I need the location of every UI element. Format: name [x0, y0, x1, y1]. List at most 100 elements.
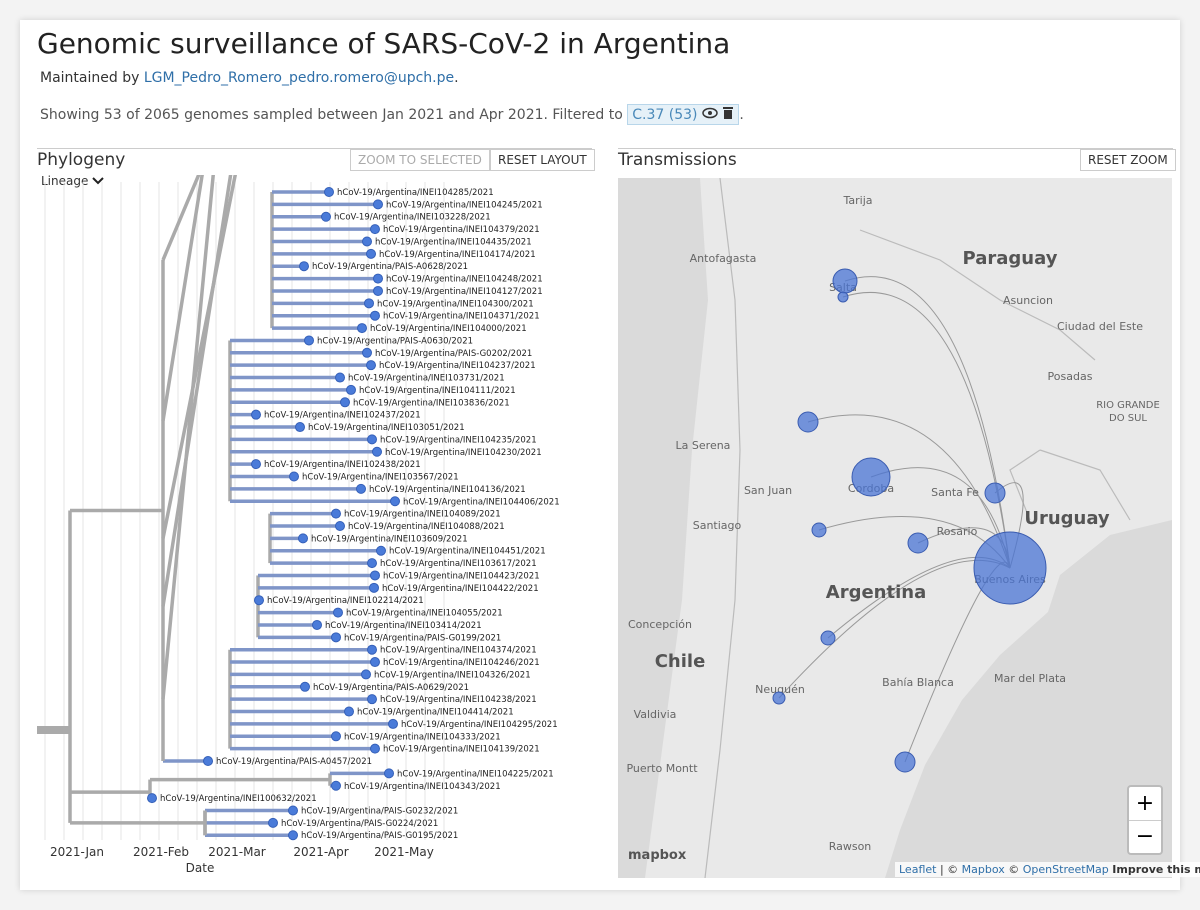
tip — [372, 446, 382, 457]
tip — [295, 422, 305, 433]
chevron — [92, 177, 104, 185]
tip — [390, 496, 400, 507]
improve-link[interactable]: Improve this map — [1112, 863, 1200, 876]
tip — [331, 731, 341, 742]
tip — [335, 372, 345, 383]
tip — [376, 545, 386, 556]
tip-label: hCoV-19/Argentina/INEI104111/2021 — [359, 386, 516, 396]
city-label: DO SUL — [1109, 413, 1147, 424]
city-label: Posadas — [1048, 370, 1093, 383]
maintained-prefix: Maintained by — [40, 70, 140, 86]
tip — [312, 619, 322, 630]
country-label: Argentina — [826, 582, 926, 603]
tip — [362, 347, 372, 358]
attribution: Leaflet | © Mapbox © OpenStreetMap Impro… — [895, 862, 1200, 877]
maintainer-link[interactable]: LGM_Pedro_Romero_pedro.romero@upch.pe — [143, 70, 455, 86]
tip-label: hCoV-19/Argentina/INEI104371/2021 — [383, 312, 540, 322]
borders — [704, 178, 1131, 878]
pacific — [618, 178, 708, 878]
tip — [366, 360, 376, 371]
trash-icon[interactable] — [722, 106, 734, 119]
location-circle — [811, 522, 827, 538]
mapbox-link[interactable]: Mapbox — [961, 863, 1005, 876]
tip-label: hCoV-19/Argentina/INEI104245/2021 — [386, 200, 543, 210]
location-circle — [894, 751, 916, 773]
mapbox-logo[interactable]: mapbox — [628, 848, 686, 863]
tip-label: hCoV-19/Argentina/INEI104089/2021 — [344, 510, 501, 520]
maintainer-line: Maintained by LGM_Pedro_Romero_pedro.rom… — [40, 70, 459, 86]
tip-label: hCoV-19/Argentina/INEI104435/2021 — [375, 237, 532, 247]
tip — [251, 409, 261, 420]
tip — [367, 434, 377, 445]
tip-label: hCoV-19/Argentina/PAIS-A0629/2021 — [313, 683, 469, 693]
divider — [618, 148, 1173, 149]
zoom-in[interactable]: + — [1129, 787, 1161, 821]
tip — [299, 261, 309, 272]
lineage-select[interactable]: Lineage — [41, 174, 104, 188]
city-label: Neuquén — [755, 683, 805, 696]
tip-label: hCoV-19/Argentina/PAIS-A0628/2021 — [312, 262, 468, 272]
transmission — [807, 414, 1011, 569]
tip-label: hCoV-19/Argentina/INEI104285/2021 — [337, 188, 494, 198]
tip-label: hCoV-19/Argentina/INEI104088/2021 — [348, 522, 505, 532]
tree: hCoV-19/Argentina/INEI104285/2021 hCoV-19… — [37, 175, 560, 875]
tip — [300, 681, 310, 692]
location-circle — [820, 630, 836, 646]
filter-label: C.37 (53) — [632, 107, 698, 123]
zoom-selected-button[interactable]: ZOOM TO SELECTED — [350, 149, 490, 171]
reset-zoom-button[interactable]: RESET ZOOM — [1080, 149, 1176, 171]
city-label: Antofagasta — [690, 252, 757, 265]
tip — [370, 224, 380, 235]
summary-line: Showing 53 of 2065 genomes sampled betwe… — [40, 104, 744, 125]
country-label: Uruguay — [1024, 508, 1110, 529]
tip — [254, 595, 264, 606]
x-tick-label: 2021-May — [374, 845, 434, 859]
x-tick-label: 2021-Feb — [133, 845, 189, 859]
tip — [373, 285, 383, 296]
tip-label: hCoV-19/Argentina/INEI104422/2021 — [382, 584, 539, 594]
tip-label: hCoV-19/Argentina/INEI104225/2021 — [397, 769, 554, 779]
tip-label: hCoV-19/Argentina/INEI103051/2021 — [308, 423, 465, 433]
tip-label: hCoV-19/Argentina/INEI103228/2021 — [334, 213, 491, 223]
location-circle — [984, 482, 1006, 504]
tip-label: hCoV-19/Argentina/INEI104000/2021 — [370, 324, 527, 334]
tip — [304, 335, 314, 346]
tip — [331, 632, 341, 643]
tip — [369, 582, 379, 593]
phylogeny-title: Phylogeny — [37, 150, 126, 170]
divider — [37, 148, 592, 149]
city-label: Santiago — [693, 519, 742, 532]
tip-label: hCoV-19/Argentina/INEI104248/2021 — [386, 275, 543, 285]
location-circle — [832, 268, 858, 294]
tip — [333, 607, 343, 618]
tip — [335, 520, 345, 531]
tip-label: hCoV-19/Argentina/INEI102438/2021 — [264, 460, 421, 470]
filter-badge[interactable]: C.37 (53) — [627, 104, 740, 125]
tip — [331, 508, 341, 519]
city-label: Tarija — [842, 194, 872, 207]
branch — [161, 175, 215, 700]
x-tick-label: 2021-Mar — [208, 845, 266, 859]
tip-label: hCoV-19/Argentina/INEI104374/2021 — [380, 646, 537, 656]
tip — [367, 694, 377, 705]
eye-icon[interactable] — [702, 107, 718, 119]
osm-link[interactable]: OpenStreetMap — [1022, 863, 1109, 876]
tip — [251, 459, 261, 470]
tip-label: hCoV-19/Argentina/INEI103836/2021 — [353, 398, 510, 408]
tip-label: hCoV-19/Argentina/PAIS-A0457/2021 — [216, 757, 372, 767]
tip — [346, 384, 356, 395]
city-label: San Juan — [744, 484, 792, 497]
map[interactable]: TarijaParaguayAntofagastaSaltaAsuncionCi… — [618, 178, 1172, 878]
sep: © — [1008, 863, 1020, 876]
location-circle — [772, 691, 786, 705]
tip-label: hCoV-19/Argentina/INEI104127/2021 — [386, 287, 543, 297]
tip-label: hCoV-19/Argentina/INEI104406/2021 — [403, 497, 560, 507]
city-label: La Serena — [676, 439, 731, 452]
tip-label: hCoV-19/Argentina/INEI104295/2021 — [401, 720, 558, 730]
tip-label: hCoV-19/Argentina/INEI104379/2021 — [383, 225, 540, 235]
city-label: Concepción — [628, 618, 692, 631]
reset-layout-button[interactable]: RESET LAYOUT — [490, 149, 595, 171]
zoom-out[interactable]: − — [1135, 824, 1155, 849]
leaflet-link[interactable]: Leaflet — [899, 863, 937, 876]
